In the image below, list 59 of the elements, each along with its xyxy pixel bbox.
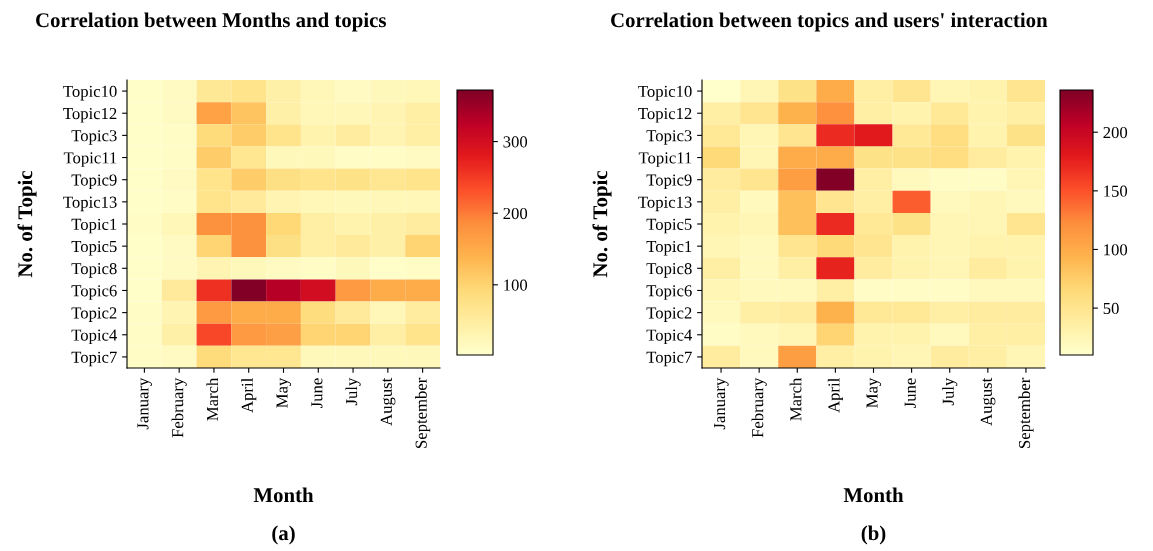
x-tick-label: September	[1018, 377, 1034, 448]
text: (b)	[861, 525, 886, 545]
y-tick-label: Topic7	[71, 351, 117, 367]
x-tick-label: January	[137, 377, 152, 430]
y-tick-label: Topic11	[63, 152, 117, 167]
y-tick-label: Topic10	[638, 85, 692, 101]
y-tick-label: Topic7	[646, 351, 692, 367]
x-tick-label: January	[714, 377, 729, 430]
x-tick-label: September	[415, 377, 431, 448]
x-tick-label: June	[311, 378, 323, 408]
color-bar-label: 200	[503, 207, 528, 220]
color-bar-label: 100	[504, 279, 528, 291]
x-axis-title: Month	[253, 487, 314, 503]
y-tick-label: Topic2	[646, 307, 692, 322]
y-tick-label: Topic2	[71, 307, 117, 322]
y-axis-title: No. of Topic	[592, 170, 612, 278]
y-tick-label: Topic1	[646, 240, 692, 256]
y-tick-label: Topic9	[71, 174, 117, 190]
x-tick-label: May	[276, 377, 292, 408]
y-tick-label: Topic6	[71, 285, 117, 300]
x-axis-title: Month	[843, 487, 904, 503]
y-tick-label: Topic8	[71, 263, 117, 278]
x-tick-label: April	[241, 378, 257, 413]
x-tick-label: February	[751, 377, 767, 438]
color-bar-label: 50	[1103, 302, 1119, 315]
color-bar-label: 150	[1104, 185, 1128, 197]
y-tick-label: Topic1	[71, 218, 117, 234]
chart-title: Correlation between Months and topics	[36, 12, 386, 32]
x-tick-label: May	[866, 377, 882, 408]
x-tick-label: March	[206, 377, 219, 421]
y-tick-label: Topic3	[71, 130, 117, 145]
y-tick-label: Topic5	[71, 240, 117, 256]
y-tick-label: Topic5	[646, 218, 692, 234]
y-tick-label: Topic4	[71, 329, 118, 345]
y-tick-label: Topic4	[646, 329, 693, 345]
x-tick-label: March	[789, 377, 802, 421]
y-tick-label: Topic12	[63, 107, 117, 123]
text: (a)	[272, 525, 295, 545]
y-tick-label: Topic13	[63, 196, 117, 212]
x-tick-label: July	[345, 377, 361, 406]
y-tick-label: Topic11	[638, 152, 692, 167]
x-tick-label: July	[942, 377, 958, 406]
x-tick-label: June	[904, 378, 916, 408]
y-tick-label: Topic13	[638, 196, 692, 212]
chart-title: Correlation between topics and users' interaction	[611, 12, 1048, 32]
y-axis-title: No. of Topic	[17, 170, 37, 278]
x-tick-label: February	[171, 377, 187, 438]
x-tick-label: April	[827, 378, 843, 413]
y-tick-label: Topic6	[646, 285, 692, 300]
y-tick-label: Topic10	[63, 85, 117, 101]
x-tick-label: August	[980, 377, 996, 426]
y-tick-label: Topic9	[646, 174, 692, 190]
x-tick-label: August	[380, 377, 396, 426]
color-bar-label: 300	[503, 136, 528, 148]
color-bar-label: 200	[1103, 126, 1128, 139]
y-tick-label: Topic3	[646, 130, 692, 145]
y-tick-label: Topic12	[638, 107, 692, 123]
color-bar-label: 100	[1104, 244, 1128, 256]
y-tick-label: Topic8	[646, 263, 692, 278]
